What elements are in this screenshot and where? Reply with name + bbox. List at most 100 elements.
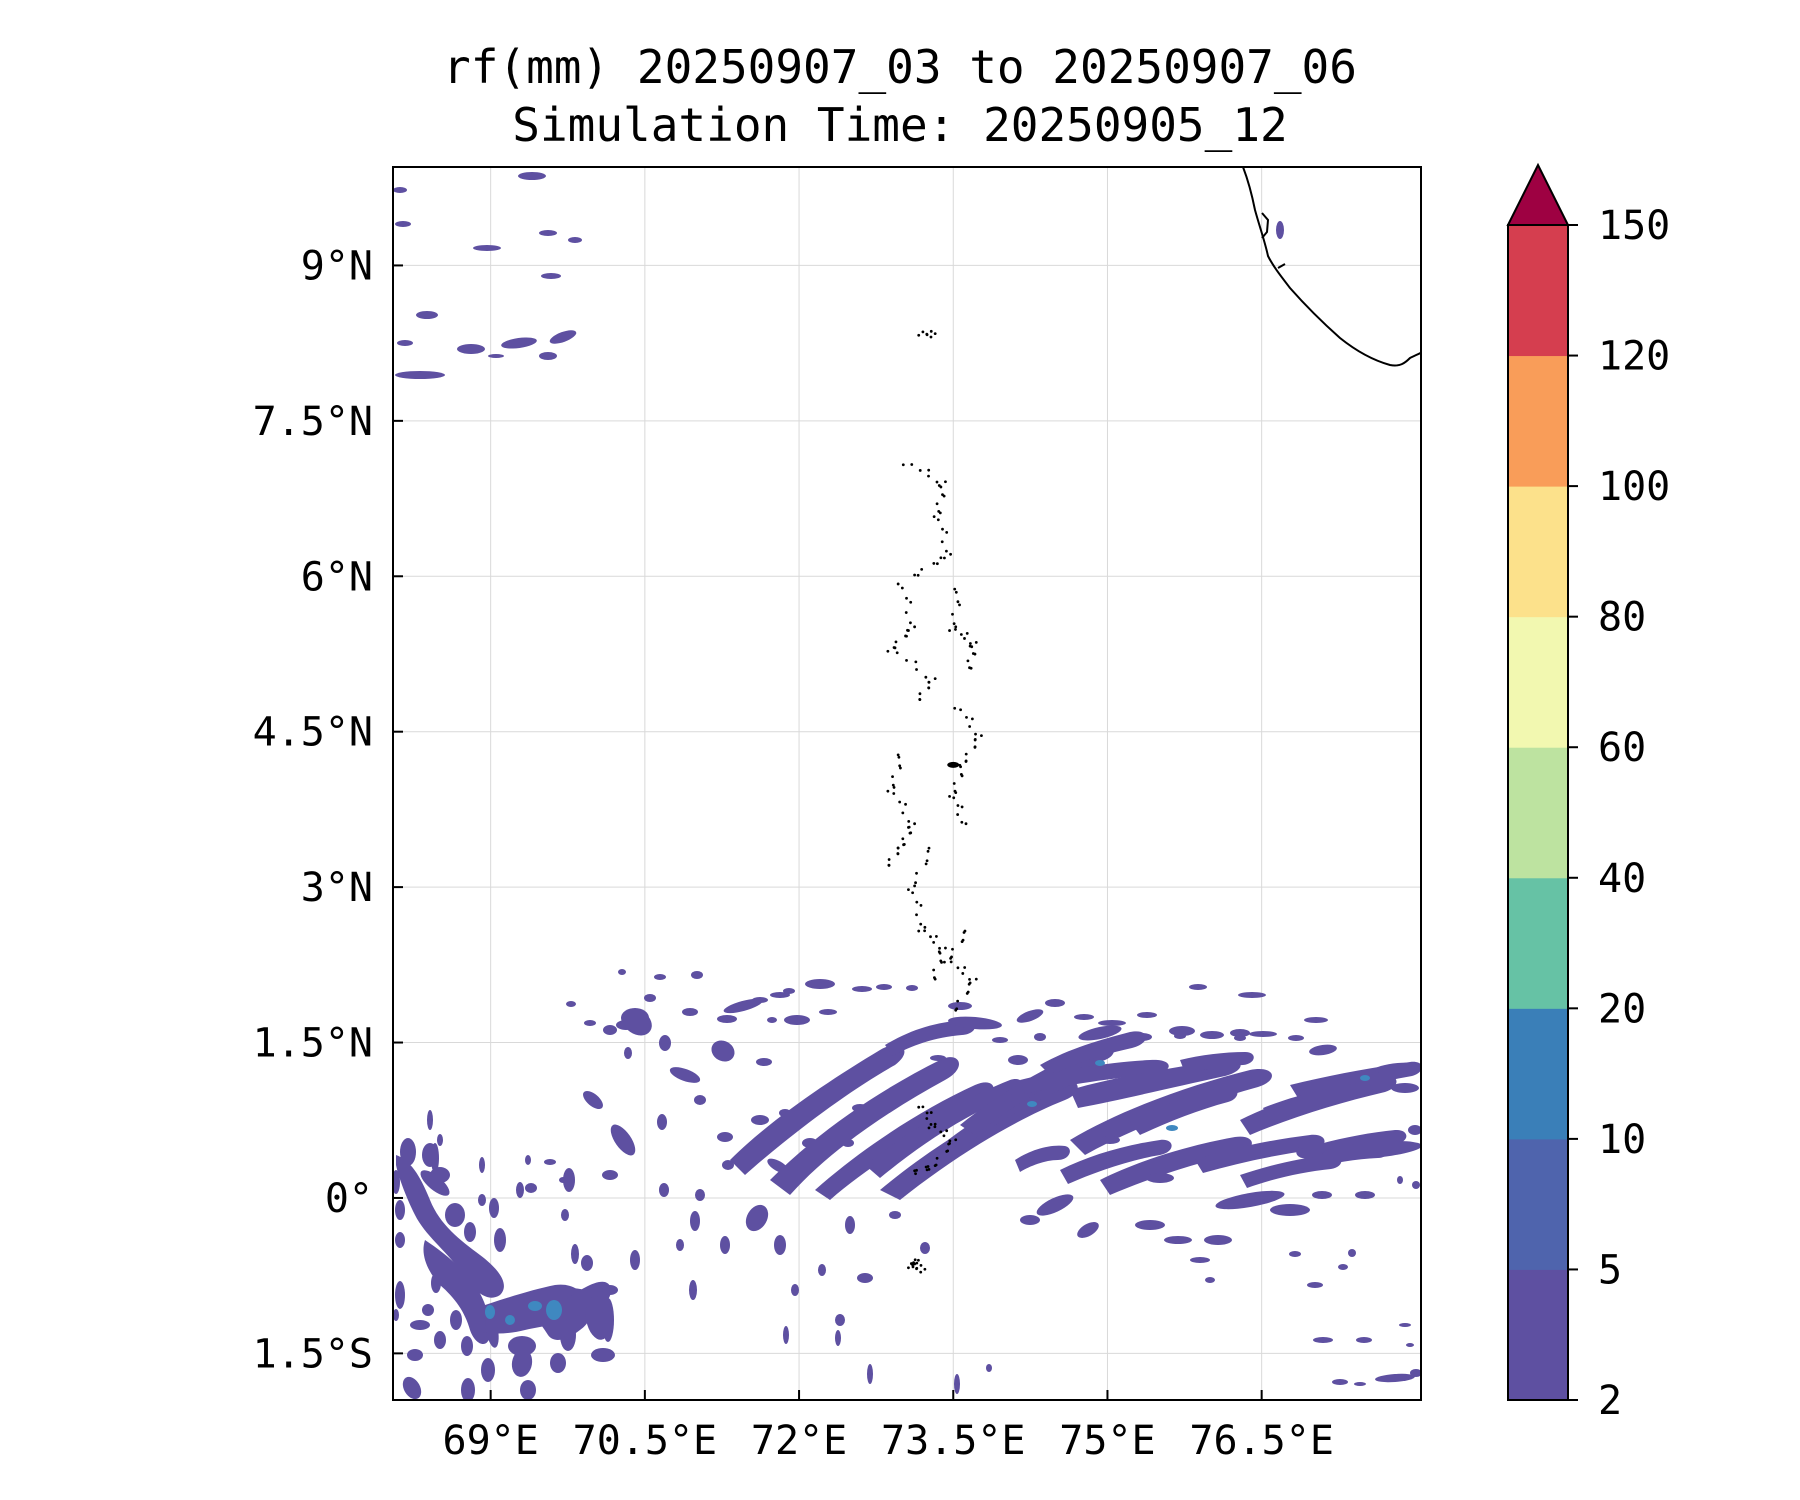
atoll-islet — [964, 822, 968, 826]
atoll-islet — [949, 960, 953, 964]
atoll-islet — [968, 642, 972, 645]
atoll-islet — [954, 791, 958, 795]
rain-cell — [549, 330, 577, 344]
rain-band — [770, 1057, 959, 1195]
lat-tick-label: 1.5°N — [253, 1021, 373, 1067]
atoll-islet — [945, 1150, 949, 1153]
atoll-islet — [952, 796, 956, 800]
rain-cell — [445, 1203, 465, 1227]
atoll-islet — [936, 518, 940, 522]
atoll-islet — [932, 940, 936, 944]
atoll-islet — [907, 1266, 910, 1270]
atoll-islet — [914, 1172, 917, 1176]
atoll-islet — [896, 753, 900, 757]
atoll-islet — [935, 1156, 939, 1160]
rain-band — [1195, 1134, 1325, 1173]
lat-tick-label: 1.5°S — [253, 1331, 373, 1377]
atoll-islet — [886, 789, 890, 793]
atoll-islet — [925, 332, 929, 336]
lon-tick-label: 69°E — [442, 1418, 538, 1464]
atoll-islet — [913, 1258, 917, 1262]
coast-inlet — [1277, 263, 1286, 269]
rain-cell — [488, 354, 504, 358]
atoll-islet — [892, 646, 896, 649]
atoll-islet — [924, 1165, 928, 1169]
atoll-islet — [965, 715, 968, 719]
atoll-islet — [929, 335, 933, 339]
rain-cell — [857, 1273, 873, 1283]
rain-cell — [930, 1055, 946, 1061]
rain-cell — [400, 1138, 416, 1166]
atoll-islet — [891, 775, 894, 778]
rain-cell — [1016, 1009, 1044, 1023]
rain-band — [1263, 1082, 1372, 1122]
rain-cell — [450, 1310, 462, 1330]
atoll-islet — [954, 628, 957, 631]
atoll-islet — [929, 329, 933, 333]
rain-cell — [395, 371, 445, 379]
rain-cell — [657, 1114, 667, 1130]
rain-cell — [602, 1285, 618, 1295]
rain-band — [1100, 1136, 1252, 1195]
atoll-islet — [891, 783, 895, 787]
colorbar-tick-label: 150 — [1598, 203, 1670, 249]
rain-cell — [818, 1264, 826, 1276]
rain-cell — [876, 984, 892, 990]
atoll-islet — [942, 1134, 946, 1138]
colorbar-tick-label: 60 — [1598, 725, 1646, 771]
atoll-islet — [917, 333, 921, 337]
rain-cell — [954, 1374, 960, 1394]
atoll-islet — [970, 717, 974, 721]
atoll-islet — [945, 530, 949, 534]
atoll-islet — [980, 734, 983, 738]
atoll-islet — [968, 977, 971, 981]
rain-cell — [1164, 1236, 1192, 1244]
atoll-islet — [929, 1123, 933, 1126]
rain-cell — [948, 1016, 1002, 1030]
rain-cell — [1391, 1083, 1419, 1093]
rain-cell — [992, 1037, 1008, 1043]
atoll-islet — [907, 825, 911, 829]
rain-cell — [525, 1183, 537, 1193]
colorbar-frame — [1507, 224, 1569, 1401]
atoll-islet — [945, 549, 948, 553]
atoll-islet — [970, 645, 974, 649]
rain-cell — [422, 1304, 434, 1316]
rain-cell — [783, 988, 795, 994]
rain-cell — [694, 1095, 706, 1105]
atoll-islet — [941, 527, 944, 531]
atoll-islet — [887, 863, 891, 867]
colorbar-tick-label: 20 — [1598, 986, 1646, 1032]
atoll-islet — [951, 612, 954, 616]
rain-cell — [791, 1284, 799, 1296]
rain-cell — [407, 1349, 423, 1361]
rain-band — [396, 1155, 504, 1298]
atoll-islet — [892, 792, 896, 795]
rain-cell — [845, 1216, 855, 1234]
atoll-islet — [909, 621, 912, 625]
rain-cell — [1098, 1020, 1126, 1026]
atoll-islet — [962, 931, 966, 934]
rain-cell — [819, 1009, 837, 1015]
rain-cell — [1309, 1044, 1337, 1056]
rain-cell — [1215, 1190, 1285, 1210]
atoll-islet — [929, 1111, 933, 1114]
atoll-islet — [947, 761, 960, 768]
rain-cell — [541, 273, 561, 279]
rain-cell — [1074, 1014, 1094, 1020]
rain-band — [1015, 1145, 1070, 1172]
rain-cell — [1397, 1176, 1403, 1184]
rain-cell — [1296, 1141, 1324, 1159]
rain-cell — [1408, 1125, 1421, 1135]
colorbar-tick-label: 100 — [1598, 464, 1670, 510]
rain-cell — [948, 1002, 972, 1010]
rain-cell — [1169, 1026, 1195, 1036]
rain-cell — [669, 1067, 701, 1083]
atoll-islet — [913, 822, 917, 826]
rain-cell — [1034, 1033, 1046, 1041]
rain-cell — [1137, 1012, 1157, 1018]
atoll-islet — [951, 947, 954, 951]
rain-cell — [437, 1134, 443, 1146]
rain-cell — [1238, 992, 1266, 998]
rain-cell — [591, 1348, 615, 1362]
